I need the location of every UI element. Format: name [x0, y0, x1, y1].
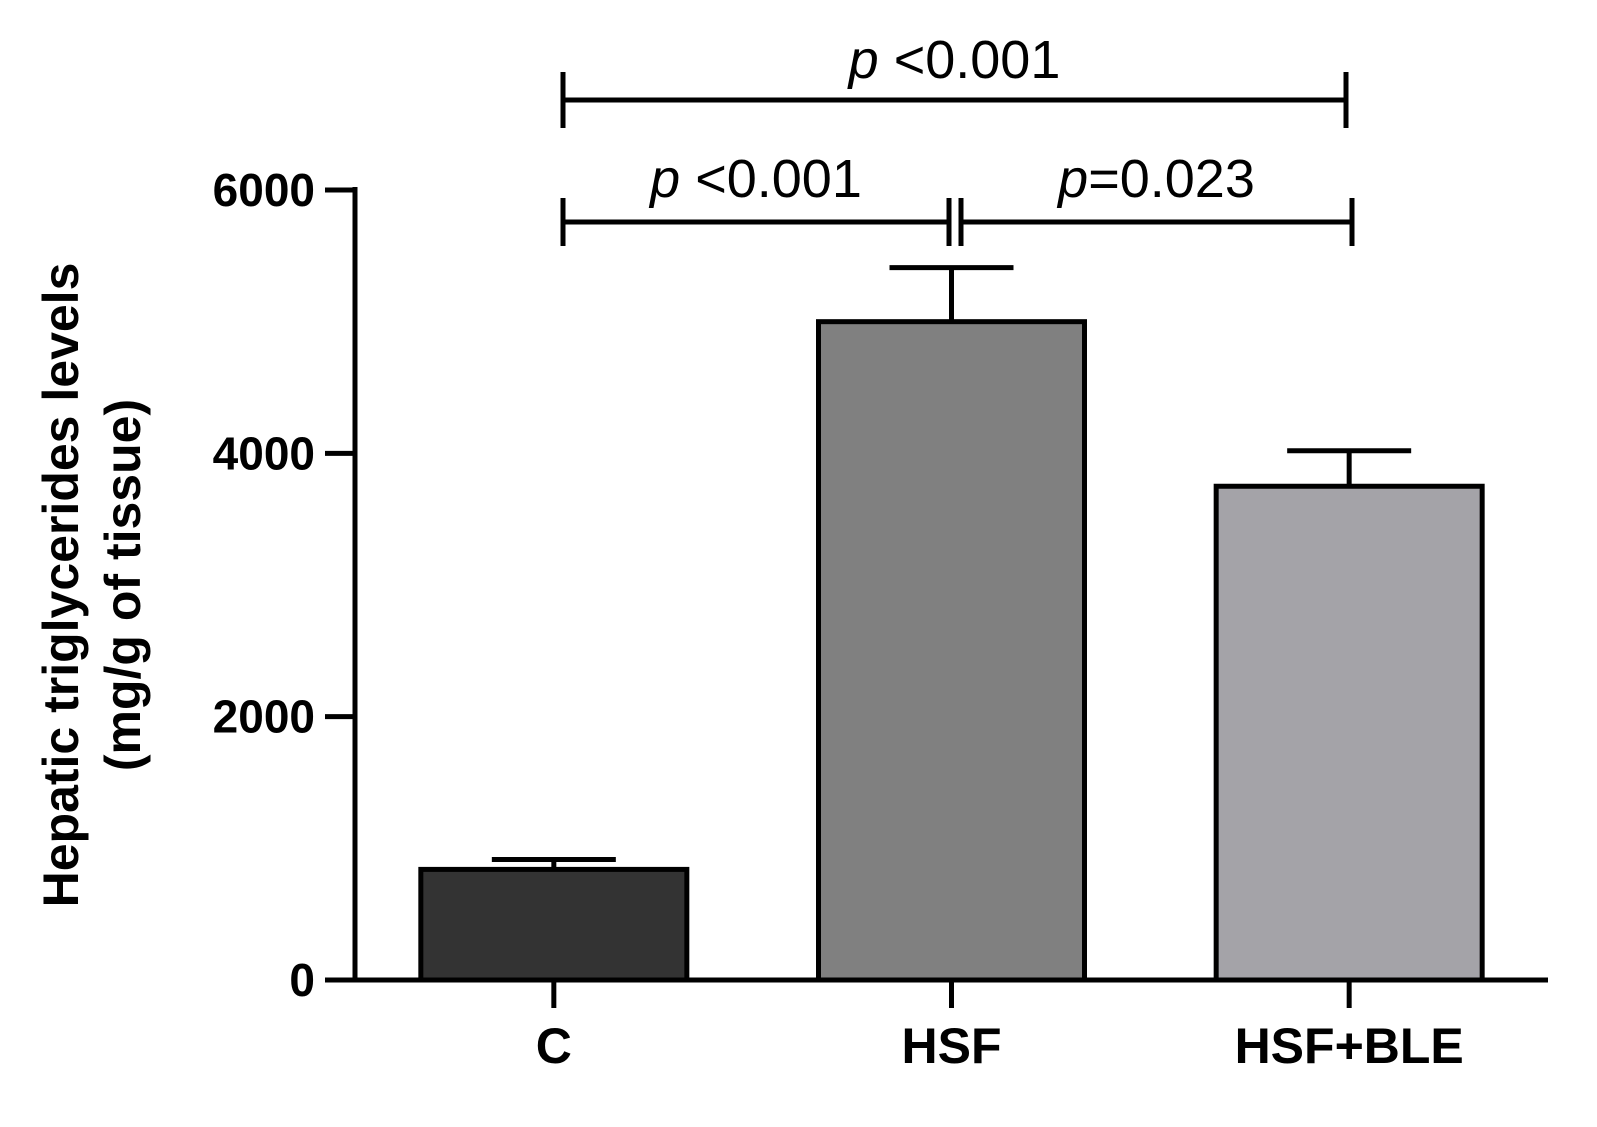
p-symbol: p: [847, 30, 879, 90]
bars-group: [418, 319, 1485, 983]
p-value-text: =0.023: [1088, 149, 1255, 209]
p-value-label: p=0.023: [1056, 149, 1255, 209]
y-axis-label: Hepatic triglycerides levels (mg/g of ti…: [33, 263, 151, 908]
x-tick-label: HSF: [902, 1018, 1002, 1074]
x-ticks-group: C HSF HSF+BLE: [536, 980, 1464, 1074]
x-tick-label: C: [536, 1018, 572, 1074]
bar-c: [418, 866, 690, 983]
x-tick-label: HSF+BLE: [1235, 1018, 1464, 1074]
p-value-label: p <0.001: [648, 149, 862, 209]
y-tick-label: 0: [289, 954, 315, 1006]
error-bars-group: [491, 265, 1412, 870]
y-tick-label: 4000: [213, 427, 315, 479]
p-value-text: <0.001: [680, 149, 862, 209]
y-axis-label-line-2: (mg/g of tissue): [95, 399, 151, 771]
p-value-text: <0.001: [879, 30, 1061, 90]
axes-group: [325, 187, 1548, 983]
y-axis-label-line-1: Hepatic triglycerides levels: [33, 263, 89, 908]
y-tick-label: 6000: [213, 164, 315, 216]
y-tick-label: 2000: [213, 691, 315, 743]
p-symbol: p: [1056, 149, 1088, 209]
y-ticks-group: 0 2000 4000 6000: [213, 164, 355, 1006]
bar-hsf: [816, 319, 1087, 983]
p-symbol: p: [648, 149, 680, 209]
p-value-label: p <0.001: [847, 30, 1061, 90]
bar-hsf-ble: [1213, 483, 1485, 983]
